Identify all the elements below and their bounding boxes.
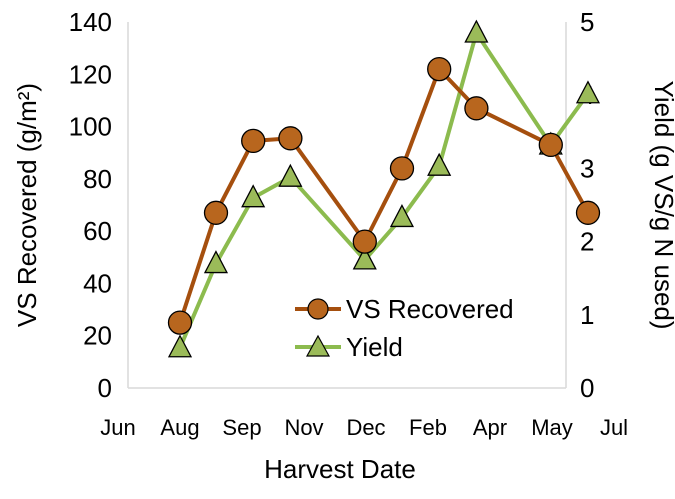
x-tick-labels: Jun Aug Sep Nov Dec Feb Apr May Jul [100, 415, 628, 440]
left-y-tick-label: 60 [83, 216, 112, 246]
x-tick-label: Aug [160, 415, 199, 440]
x-tick-label: Nov [284, 415, 323, 440]
left-y-tick-label: 40 [83, 268, 112, 298]
legend: VS Recovered Yield [295, 294, 514, 362]
point-vs-recovered [389, 156, 415, 181]
series-layer [167, 19, 601, 358]
series-line-vs-recovered [178, 67, 590, 324]
right-y-tick-label: 1 [580, 300, 594, 330]
right-y-tick-label: 5 [580, 7, 594, 37]
legend-label-vs-recovered: VS Recovered [346, 294, 514, 324]
x-axis-title: Harvest Date [264, 454, 416, 484]
right-y-tick-label: 2 [580, 227, 594, 257]
x-tick-label: Feb [409, 415, 447, 440]
right-y-axis-title: Yield (g VS/g N used) [649, 80, 675, 329]
point-yield [352, 246, 377, 270]
left-y-tick-label: 140 [69, 7, 112, 37]
point-yield [203, 250, 229, 274]
point-vs-recovered [352, 229, 377, 254]
left-y-tick-label: 20 [83, 321, 112, 351]
left-y-tick-label: 100 [69, 112, 112, 142]
left-y-tick-labels: 0 20 40 60 80 100 120 140 [69, 7, 112, 403]
point-yield [278, 163, 303, 187]
x-tick-label: Apr [473, 415, 507, 440]
point-vs-recovered [427, 56, 452, 82]
point-vs-recovered [278, 126, 303, 151]
right-y-tick-label: 0 [580, 373, 594, 403]
point-vs-recovered [538, 132, 563, 158]
point-vs-recovered [203, 200, 229, 225]
x-tick-label: Sep [222, 415, 261, 440]
point-vs-recovered [241, 128, 266, 154]
left-y-tick-label: 0 [98, 373, 112, 403]
legend-marker-vs-recovered [307, 298, 329, 320]
legend-marker-yield [305, 334, 331, 357]
point-yield [575, 80, 601, 104]
x-tick-label: May [531, 415, 573, 440]
x-tick-label: Jun [100, 415, 135, 440]
point-yield [427, 152, 452, 176]
point-vs-recovered [464, 96, 489, 121]
point-yield [464, 19, 489, 43]
right-y-tick-label: 3 [580, 153, 594, 183]
point-vs-recovered [167, 310, 193, 335]
series-line-yield [178, 31, 590, 349]
left-y-axis-title: VS Recovered (g/m²) [12, 83, 42, 327]
point-yield [167, 334, 193, 358]
point-yield [241, 184, 266, 208]
x-tick-label: Dec [346, 415, 385, 440]
legend-label-yield: Yield [346, 332, 403, 362]
left-y-tick-label: 80 [83, 164, 112, 194]
point-vs-recovered [575, 200, 601, 225]
x-tick-label: Jul [600, 415, 628, 440]
left-y-tick-label: 120 [69, 59, 112, 89]
point-yield [389, 204, 415, 228]
